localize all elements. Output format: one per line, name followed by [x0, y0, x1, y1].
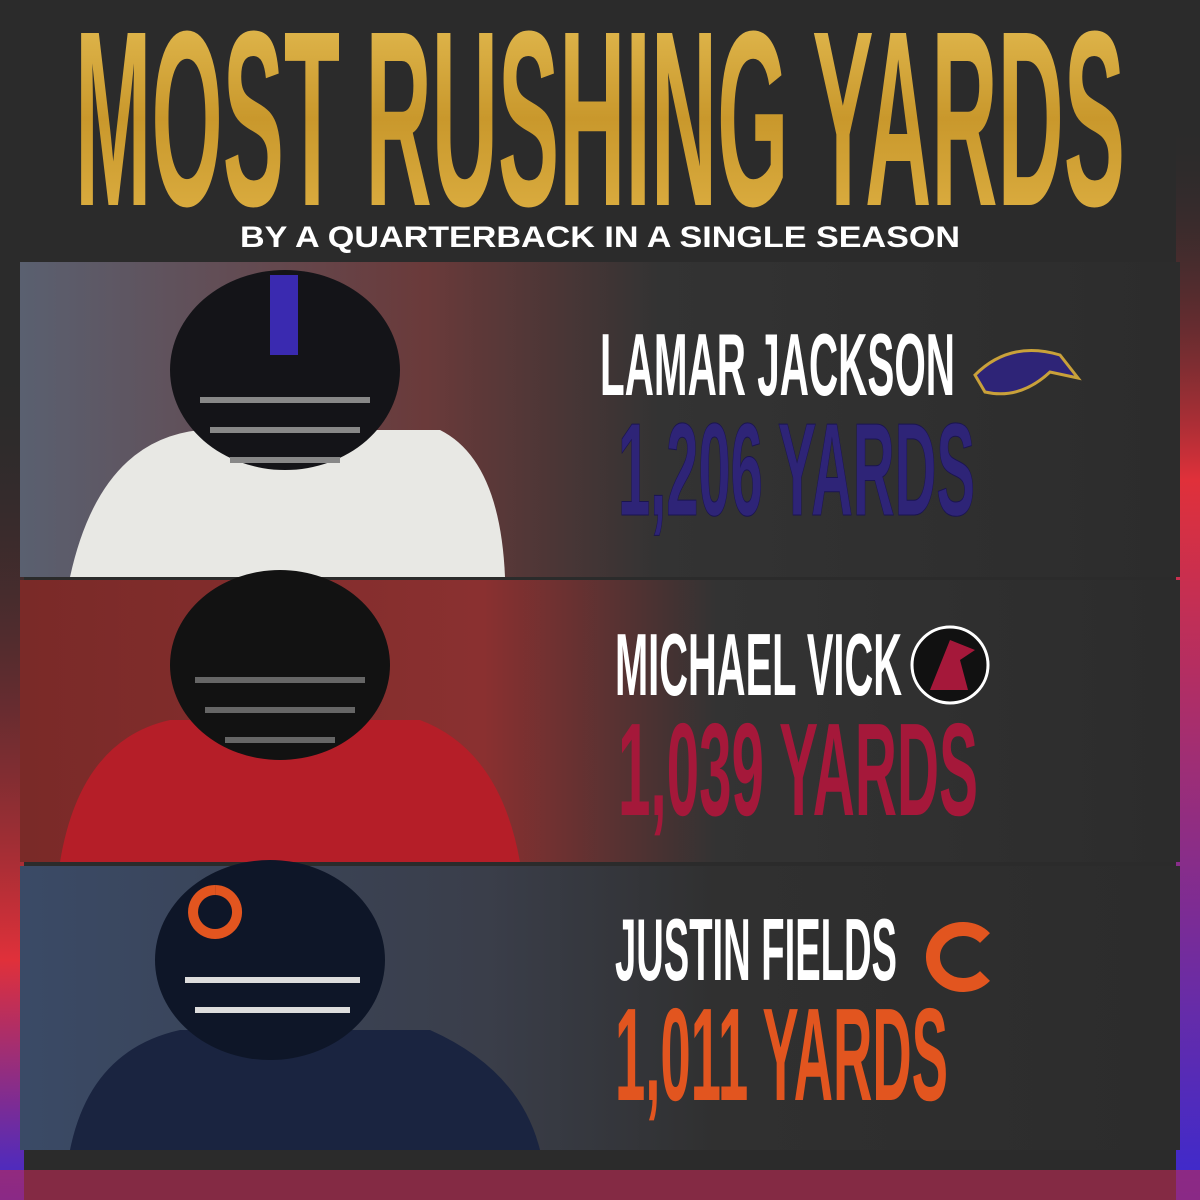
- team-logo: [925, 922, 990, 992]
- edge-glow: [0, 1170, 1200, 1200]
- yards: 1,206 YARDS: [618, 396, 975, 543]
- jersey: [70, 430, 505, 577]
- jersey: [60, 720, 520, 862]
- player-name: LAMAR JACKSON: [600, 315, 955, 414]
- player-panel: JUSTIN FIELDS 1,011 YARDS: [20, 860, 1180, 1150]
- team-logo-mark: [930, 640, 975, 690]
- helmet: [170, 570, 390, 760]
- team-logo: [973, 349, 1082, 396]
- yards: 1,039 YARDS: [618, 696, 978, 843]
- facemask: [195, 677, 365, 743]
- player-name: JUSTIN FIELDS: [615, 900, 897, 999]
- title: MOST RUSHING YARDS: [75, 0, 1125, 258]
- subtitle: BY A QUARTERBACK IN A SINGLE SEASON: [240, 221, 960, 254]
- jersey: [70, 1030, 540, 1150]
- player-panel: LAMAR JACKSON 1,206 YARDS: [20, 262, 1180, 577]
- yards: 1,011 YARDS: [615, 981, 948, 1128]
- helmet-logo: [188, 885, 243, 939]
- facemask: [185, 977, 360, 1013]
- player-name: MICHAEL VICK: [615, 615, 902, 714]
- player-panel: MICHAEL VICK 1,039 YARDS: [20, 570, 1180, 862]
- helmet: [155, 860, 385, 1060]
- helmet-stripe: [270, 275, 298, 355]
- helmet: [170, 270, 400, 470]
- facemask: [200, 397, 370, 463]
